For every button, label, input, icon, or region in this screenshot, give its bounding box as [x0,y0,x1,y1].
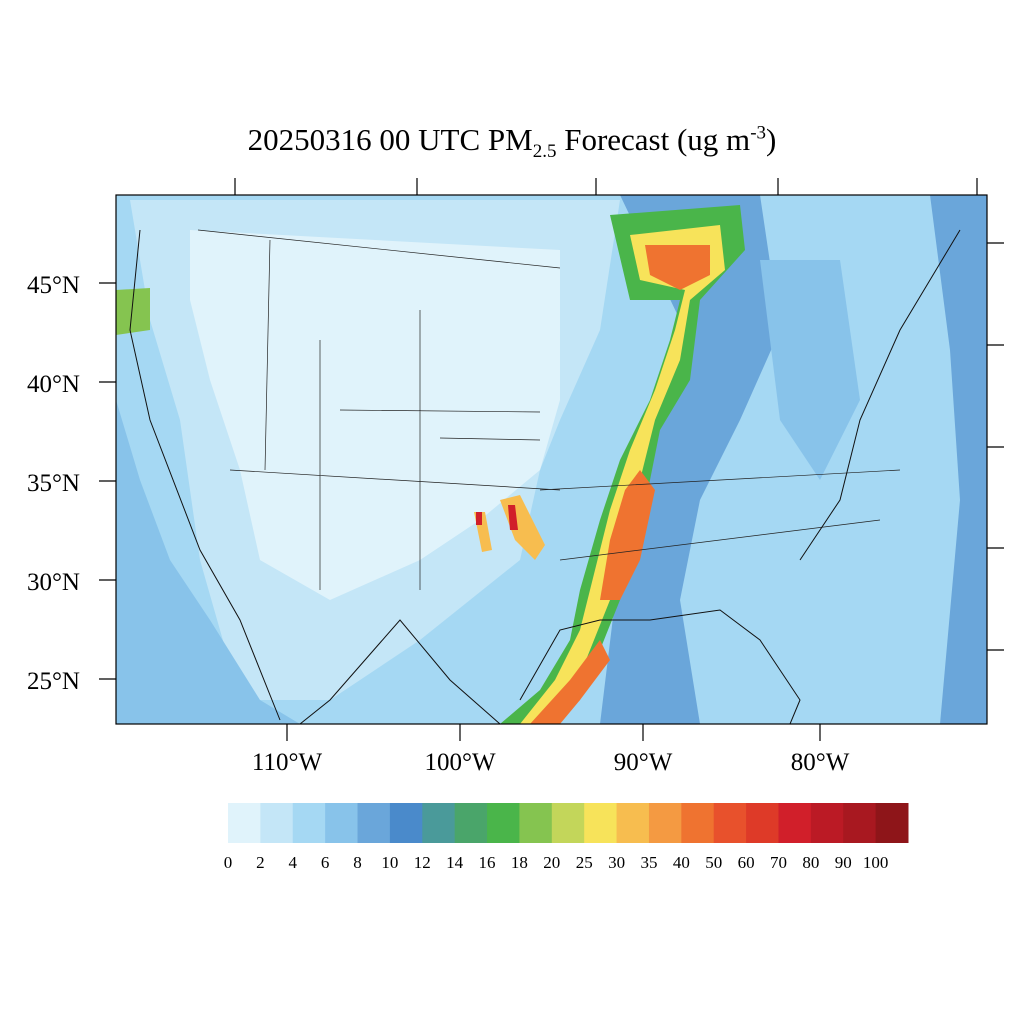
colorbar-label: 12 [414,853,431,872]
lat-label: 40°N [27,371,80,398]
colorbar-box [843,803,877,843]
colorbar-label: 6 [321,853,330,872]
colorbar-label: 30 [608,853,625,872]
colorbar-label: 90 [835,853,852,872]
colorbar-box [681,803,715,843]
colorbar-box [713,803,747,843]
colorbar-label: 0 [224,853,233,872]
colorbar-label: 10 [381,853,398,872]
colorbar-label: 8 [353,853,362,872]
colorbar-box [519,803,553,843]
title: 20250316 00 UTC PM2.5 Forecast (ug m-3) [0,122,1024,163]
colorbar-box [292,803,326,843]
title-mid: Forecast (ug m [556,122,751,157]
title-sup: -3 [750,122,767,144]
title-end: ) [766,122,777,157]
colorbar-label: 4 [289,853,298,872]
colorbar-box [778,803,812,843]
colorbar-label: 40 [673,853,690,872]
lat-label: 45°N [27,272,80,299]
map-frame [115,194,988,725]
colorbar-label: 2 [256,853,265,872]
colorbar-label: 35 [640,853,657,872]
lon-label: 100°W [424,749,495,776]
pm25-field [116,195,987,724]
colorbar-box [325,803,359,843]
ticks [99,178,1004,741]
colorbar-box [422,803,456,843]
colorbar-label: 18 [511,853,528,872]
colorbar-box [875,803,909,843]
title-main: 20250316 00 UTC PM [247,122,533,157]
colorbar-label: 80 [802,853,819,872]
lon-label: 110°W [252,749,323,776]
colorbar-box [357,803,391,843]
colorbar-box [260,803,294,843]
colorbar-box [551,803,585,843]
colorbar-box [648,803,682,843]
title-sub: 2.5 [532,141,557,163]
lon-label: 80°W [791,749,850,776]
lat-label: 25°N [27,668,80,695]
colorbar-label: 20 [543,853,560,872]
colorbar-label: 25 [576,853,593,872]
colorbar-label: 70 [770,853,787,872]
colorbar-box [584,803,618,843]
colorbar-box [616,803,650,843]
lon-label: 90°W [614,749,673,776]
colorbar-label: 60 [738,853,755,872]
lat-label: 30°N [27,569,80,596]
colorbar-label: 50 [705,853,722,872]
colorbar-box [389,803,423,843]
colorbar-label: 100 [863,853,889,872]
colorbar-box [454,803,488,843]
colorbar-box [487,803,520,843]
colorbar-box [228,803,261,843]
colorbar-box [810,803,844,843]
colorbar-label: 14 [446,853,464,872]
lat-label: 35°N [27,470,80,497]
colorbar-box [746,803,779,843]
colorbar-label: 16 [479,853,496,872]
